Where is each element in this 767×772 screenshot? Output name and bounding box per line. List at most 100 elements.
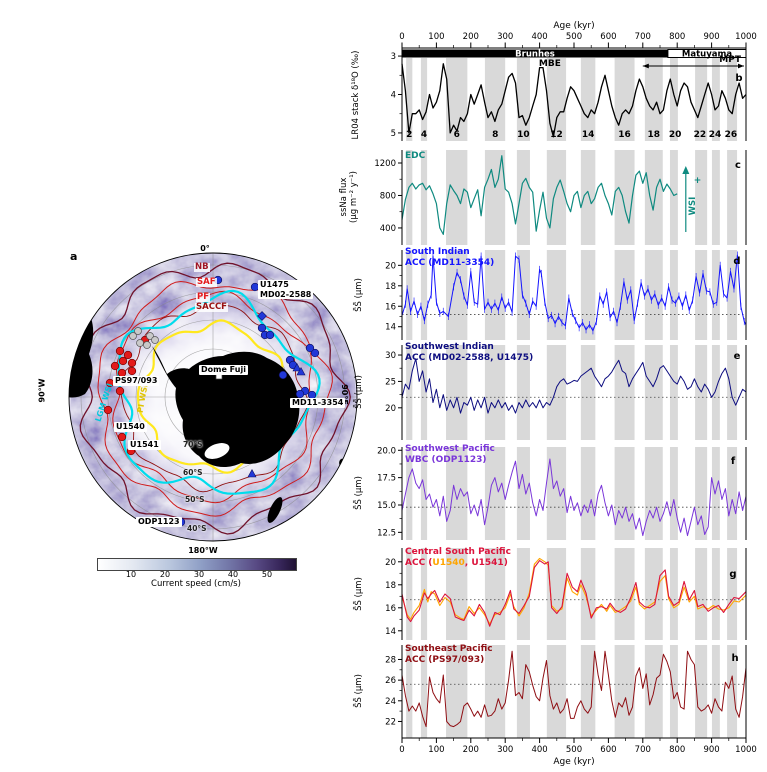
ylabel-ss-d: S̄S̄ (µm) <box>354 278 364 312</box>
red-site-marker <box>127 358 137 368</box>
glacial-band <box>484 645 506 738</box>
glacial-band <box>711 548 720 640</box>
ylabel-ss-g: S̄S̄ (µm) <box>354 577 364 611</box>
glacial-band <box>406 250 413 340</box>
svg-text:500: 500 <box>566 745 582 755</box>
series-PS97/093 <box>401 650 747 728</box>
svg-text:700: 700 <box>635 745 651 755</box>
mbe-label: MBE <box>539 59 561 69</box>
glacial-band <box>644 345 663 440</box>
mis-stage-22: 22 <box>694 130 707 140</box>
svg-text:20: 20 <box>385 558 396 568</box>
svg-text:900: 900 <box>703 745 719 755</box>
glacial-band <box>695 58 708 141</box>
new-zealand <box>267 497 283 523</box>
svg-text:500: 500 <box>566 32 582 42</box>
grey-site-marker <box>143 341 151 349</box>
glacial-band <box>420 447 428 540</box>
mis-stage-18: 18 <box>648 130 661 140</box>
glacial-band <box>727 250 738 340</box>
mis-stage-16: 16 <box>618 130 631 140</box>
title-southwest-pacific: Southwest Pacific WBC (ODP1123) <box>405 444 495 465</box>
ylabel-ss-f: S̄S̄ (µm) <box>354 476 364 510</box>
series-U1541 <box>401 560 747 627</box>
brunhes-bar <box>402 49 668 58</box>
svg-text:300: 300 <box>497 745 513 755</box>
svg-text:400: 400 <box>531 745 547 755</box>
colorbar-tick-20: 20 <box>159 570 171 579</box>
panel-letter-f: f <box>731 456 736 467</box>
glacial-band <box>580 447 596 540</box>
ylabel-ss-h: S̄S̄ (µm) <box>354 674 364 708</box>
colorbar-tick-30: 30 <box>193 570 205 579</box>
glacial-band <box>420 150 428 245</box>
series-MD11-3354 <box>401 254 747 332</box>
mpt-label: MPT <box>719 55 742 65</box>
glacial-band <box>711 345 720 440</box>
red-site-marker <box>127 366 137 376</box>
site-label-md11-3354: MD11-3354 <box>290 398 346 408</box>
svg-text:600: 600 <box>600 32 616 42</box>
blue-diamond-marker <box>257 311 267 321</box>
glacial-band <box>546 250 567 340</box>
red-site-marker <box>123 350 133 360</box>
site-label-u1541: U1541 <box>128 440 161 450</box>
glacial-band <box>614 548 635 640</box>
glacial-band <box>644 58 663 141</box>
panel-letter-e: e <box>734 351 741 362</box>
svg-text:1000: 1000 <box>735 32 757 42</box>
glacial-band <box>669 58 678 141</box>
svg-text:0: 0 <box>399 32 404 42</box>
title-south-indian: South Indian ACC (MD11-3354) <box>405 247 495 268</box>
glacial-band <box>669 345 678 440</box>
glacial-band <box>406 447 413 540</box>
grey-site-marker <box>134 327 142 335</box>
red-site-marker <box>115 346 125 356</box>
glacial-band <box>420 250 428 340</box>
svg-text:100: 100 <box>428 32 444 42</box>
svg-text:18: 18 <box>385 282 396 292</box>
site-label-dome-fuji: Dome Fuji <box>199 365 248 375</box>
ylabel-ssna: ssNa flux (µg m⁻² y⁻¹) <box>339 171 359 223</box>
glacial-band <box>446 548 468 640</box>
front-label-saf: SAF <box>196 277 217 287</box>
wsi-label: WSI <box>688 197 698 216</box>
mis-stage-6: 6 <box>454 130 460 140</box>
glacial-band <box>484 58 506 141</box>
glacial-band <box>727 58 738 141</box>
colorbar-caption: Current speed (cm/s) <box>151 579 241 589</box>
svg-text:28: 28 <box>385 655 396 665</box>
wsi-plus: + <box>694 176 702 186</box>
glacial-band <box>546 345 567 440</box>
mis-stage-26: 26 <box>725 130 738 140</box>
top-age-axis-label: Age (kyr) <box>553 21 594 31</box>
glacial-band <box>727 150 738 245</box>
glacial-band <box>546 150 567 245</box>
glacial-band <box>446 150 468 245</box>
red-site-marker <box>117 432 127 442</box>
glacial-band <box>727 548 738 640</box>
glacial-band <box>446 447 468 540</box>
front-label-nb: NB <box>194 262 210 272</box>
glacial-band <box>516 548 530 640</box>
svg-text:300: 300 <box>497 32 513 42</box>
mis-stage-20: 20 <box>669 130 682 140</box>
svg-text:24: 24 <box>385 697 396 707</box>
mis-stage-24: 24 <box>709 130 722 140</box>
glacial-band <box>580 250 596 340</box>
panel-letter-h: h <box>731 653 738 664</box>
svg-text:20: 20 <box>385 261 396 271</box>
glacial-band <box>669 250 678 340</box>
glacial-band <box>614 250 635 340</box>
glacial-band <box>711 447 720 540</box>
svg-text:0: 0 <box>399 745 404 755</box>
svg-text:16: 16 <box>385 604 396 614</box>
matuyama-label: Matuyama <box>682 50 732 60</box>
svg-text:200: 200 <box>463 745 479 755</box>
matuyama-bar <box>667 49 747 58</box>
glacial-band <box>695 250 708 340</box>
svg-text:14: 14 <box>385 627 396 637</box>
glacial-band <box>727 345 738 440</box>
red-site-marker <box>110 361 120 371</box>
panel-letter-b: b <box>735 73 742 84</box>
